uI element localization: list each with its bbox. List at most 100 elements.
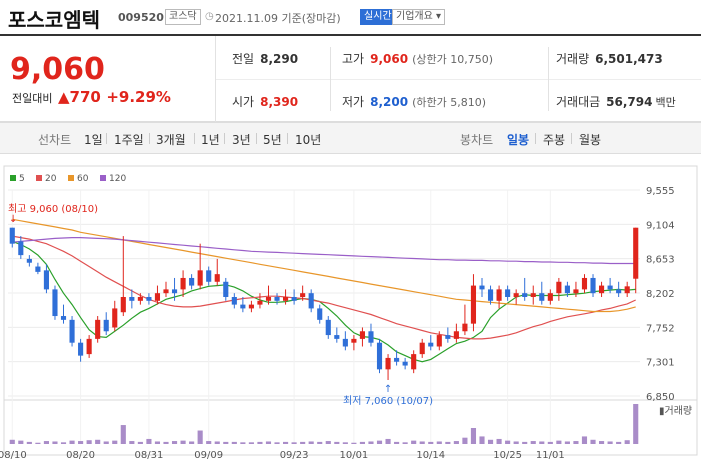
period-1y[interactable]: 1년 [201, 133, 220, 147]
trade-amount: 거래대금 56,794 백만 [556, 95, 676, 109]
period-3y[interactable]: 3년 [232, 133, 251, 147]
candle-body [171, 289, 178, 294]
volume-bar [43, 441, 49, 444]
volume-bar [154, 441, 161, 444]
realtime-button[interactable]: 실시간 [360, 9, 396, 25]
volume-bar [231, 441, 237, 444]
candle-body [189, 277, 195, 286]
volume-bar [616, 441, 622, 444]
candle-body [206, 270, 212, 282]
volume-bar [402, 442, 408, 444]
candle-body [95, 319, 101, 339]
volume-bar [78, 441, 84, 444]
x-tick-label: 09/09 [194, 450, 223, 461]
candle-body [359, 331, 365, 339]
stock-header: 포스코엠텍 009520 코스닥 ◷ 2021.11.09 기준(장마감) 실시… [0, 0, 701, 34]
x-tick-label: 11/01 [536, 450, 565, 461]
y-tick-label: 7,752 [646, 323, 675, 334]
candle-body [394, 357, 400, 362]
volume-bar [248, 442, 254, 444]
candle-body [470, 285, 477, 324]
volume-bar [103, 441, 109, 444]
candle-body [487, 289, 494, 301]
diff-label: 전일대비 [12, 92, 53, 105]
volume-bar [137, 441, 143, 444]
volume-bar [18, 440, 24, 444]
volume-bar [479, 436, 485, 444]
candle-body [334, 335, 340, 339]
diff-percent: +9.29% [106, 88, 171, 106]
candle-body [129, 296, 135, 301]
prev-close: 전일 8,290 [232, 52, 299, 66]
candle-body [547, 293, 553, 301]
candle-body [180, 277, 186, 290]
volume-bar [325, 441, 331, 444]
period-3m[interactable]: 3개월 [156, 133, 186, 147]
candle-body [607, 285, 613, 290]
volume-bar [633, 404, 639, 444]
day-high: 고가 9,060 (상한가 10,750) [342, 52, 493, 66]
candle-body [564, 285, 570, 294]
period-10y[interactable]: 10년 [295, 133, 322, 147]
volume-bar [496, 438, 502, 444]
legend-ma120: 120 [100, 174, 126, 184]
volume-bar [52, 441, 58, 444]
period-1d[interactable]: 1일 [84, 133, 103, 147]
candle-chart-label: 봉차트 [460, 133, 494, 147]
volume-bar [69, 440, 75, 444]
period-1w[interactable]: 1주일 [114, 133, 144, 147]
volume-bar [146, 438, 152, 444]
candle-body [376, 342, 383, 370]
x-tick-label: 10/01 [339, 450, 368, 461]
current-price: 9,060 [10, 52, 105, 87]
candle-body [103, 319, 109, 332]
volume-bar [453, 441, 459, 444]
candle-body [248, 304, 254, 309]
volume-bar [359, 441, 365, 444]
volume-bar [590, 439, 596, 444]
candle-daily[interactable]: 일봉 [507, 133, 530, 147]
x-tick-label: 08/20 [66, 450, 95, 461]
volume-bar [470, 428, 477, 444]
candle-body [317, 308, 323, 320]
volume-bar [35, 442, 41, 444]
volume-bar [171, 441, 178, 444]
volume-bar [445, 441, 451, 444]
candle-body [351, 338, 357, 343]
volume-bar [257, 441, 263, 444]
candle-body [505, 289, 511, 297]
volume-bar [197, 430, 203, 444]
candle-body [573, 289, 579, 294]
volume-bar [214, 441, 220, 444]
clock-icon: ◷ [205, 11, 214, 22]
volume-bar [539, 441, 545, 444]
candle-body [240, 304, 246, 309]
volume-bar [274, 442, 280, 444]
candle-body [581, 277, 588, 290]
candle-body [462, 323, 468, 332]
divider [287, 133, 288, 144]
ma120-line [12, 237, 636, 265]
candle-body [146, 296, 152, 301]
volume-bar [581, 436, 588, 444]
candle-body [556, 281, 562, 294]
high-arrow: ↓ [9, 214, 17, 225]
x-tick-label: 09/23 [280, 450, 309, 461]
legend-ma20: 20 [36, 174, 56, 184]
candle-body [453, 331, 459, 339]
volume-bar [573, 441, 579, 444]
company-info-dropdown[interactable]: 기업개요 ▾ [392, 9, 445, 25]
x-tick-label: 10/14 [416, 450, 445, 461]
volume-bar [189, 441, 195, 444]
volume-bar [556, 440, 562, 444]
candle-monthly[interactable]: 월봉 [579, 133, 602, 147]
x-tick-label: 08/10 [0, 450, 27, 461]
volume-bar [163, 441, 169, 444]
candle-weekly[interactable]: 주봉 [543, 133, 566, 147]
volume-bar [317, 441, 323, 444]
period-5y[interactable]: 5년 [263, 133, 282, 147]
divider [571, 133, 572, 144]
candle-body [214, 274, 220, 282]
candle-body [112, 308, 118, 328]
